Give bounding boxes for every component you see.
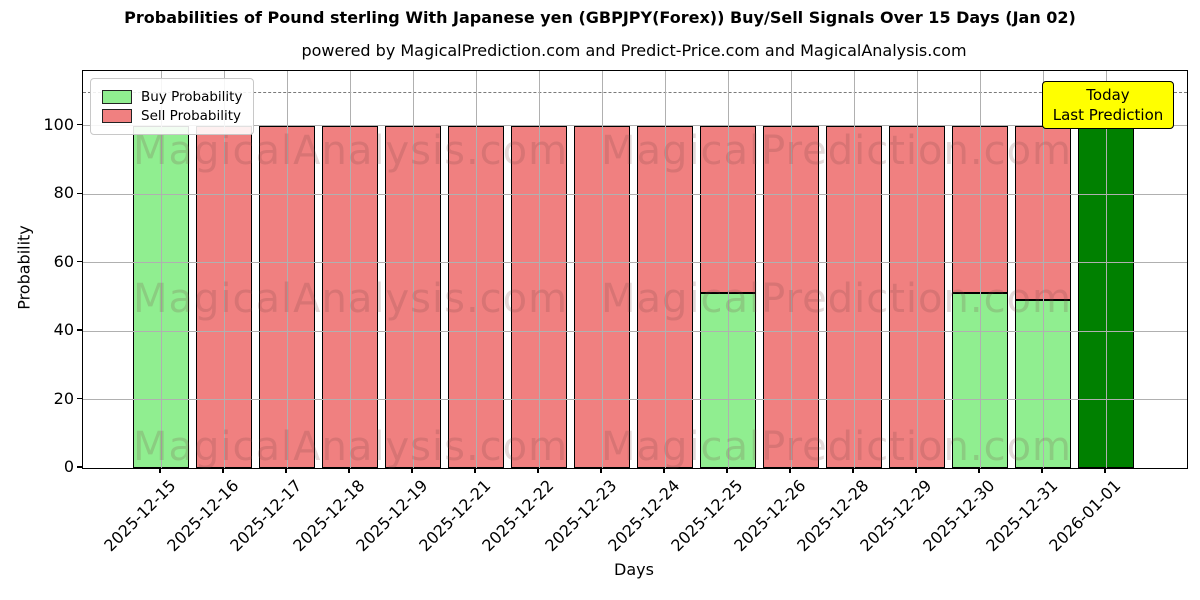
today-annotation-line2: Last Prediction	[1052, 106, 1164, 124]
x-tick-mark	[600, 467, 602, 473]
x-tick-mark	[285, 467, 287, 473]
h-gridline	[83, 330, 1187, 332]
y-tick-label: 40	[53, 320, 74, 340]
v-gridline	[538, 71, 540, 468]
h-gridline	[83, 125, 1187, 127]
x-tick-mark	[915, 467, 917, 473]
y-tick-mark	[76, 329, 82, 331]
v-gridline	[790, 71, 792, 468]
v-gridline	[1105, 71, 1107, 468]
chart-subtitle: powered by MagicalPrediction.com and Pre…	[301, 41, 967, 60]
h-gridline	[83, 193, 1187, 195]
watermark-text: MagicalAnalysis.com	[133, 276, 569, 322]
chart-title: Probabilities of Pound sterling With Jap…	[124, 8, 1076, 27]
x-tick-mark	[789, 467, 791, 473]
x-tick-mark	[663, 467, 665, 473]
today-annotation: Today Last Prediction	[1042, 81, 1174, 129]
x-tick-mark	[852, 467, 854, 473]
y-tick-label: 60	[53, 251, 74, 271]
y-tick-mark	[76, 192, 82, 194]
watermark-text: MagicalPrediction.com	[601, 424, 1072, 470]
x-tick-mark	[474, 467, 476, 473]
plot-area: Buy Probability Sell Probability Today L…	[82, 70, 1188, 469]
legend-item-buy: Buy Probability	[102, 89, 242, 105]
x-tick-mark	[411, 467, 413, 473]
y-tick-label: 20	[53, 388, 74, 408]
x-tick-mark	[222, 467, 224, 473]
v-gridline	[412, 71, 414, 468]
v-gridline	[475, 71, 477, 468]
x-tick-mark	[159, 467, 161, 473]
watermark-text: MagicalAnalysis.com	[133, 128, 569, 174]
x-tick-mark	[537, 467, 539, 473]
y-tick-mark	[76, 466, 82, 468]
x-tick-mark	[348, 467, 350, 473]
v-gridline	[349, 71, 351, 468]
h-gridline	[83, 399, 1187, 401]
v-gridline	[286, 71, 288, 468]
v-gridline	[979, 71, 981, 468]
legend-sell-label: Sell Probability	[141, 108, 242, 124]
x-tick-mark	[1104, 467, 1106, 473]
v-gridline	[853, 71, 855, 468]
v-gridline	[160, 71, 162, 468]
v-gridline	[664, 71, 666, 468]
legend-buy-swatch	[102, 90, 132, 104]
y-tick-label: 0	[63, 457, 74, 476]
y-tick-mark	[76, 261, 82, 263]
h-gridline	[83, 262, 1187, 264]
x-tick-mark	[726, 467, 728, 473]
v-gridline	[727, 71, 729, 468]
watermark-text: MagicalPrediction.com	[601, 276, 1072, 322]
y-tick-mark	[76, 124, 82, 126]
legend-buy-label: Buy Probability	[141, 89, 243, 105]
v-gridline	[1042, 71, 1044, 468]
y-tick-label: 100	[43, 114, 74, 134]
watermark-text: MagicalPrediction.com	[601, 128, 1072, 174]
x-tick-mark	[1041, 467, 1043, 473]
y-tick-label: 80	[53, 183, 74, 203]
legend: Buy Probability Sell Probability	[90, 78, 255, 135]
legend-item-sell: Sell Probability	[102, 108, 242, 124]
watermark-text: MagicalAnalysis.com	[133, 424, 569, 470]
threshold-dashed-line	[83, 91, 1187, 93]
x-axis-label: Days	[614, 560, 654, 579]
x-tick-mark	[978, 467, 980, 473]
y-tick-mark	[76, 397, 82, 400]
v-gridline	[916, 71, 918, 468]
today-annotation-line1: Today	[1086, 86, 1130, 104]
v-gridline	[223, 71, 225, 468]
legend-sell-swatch	[102, 109, 132, 123]
v-gridline	[601, 71, 603, 468]
